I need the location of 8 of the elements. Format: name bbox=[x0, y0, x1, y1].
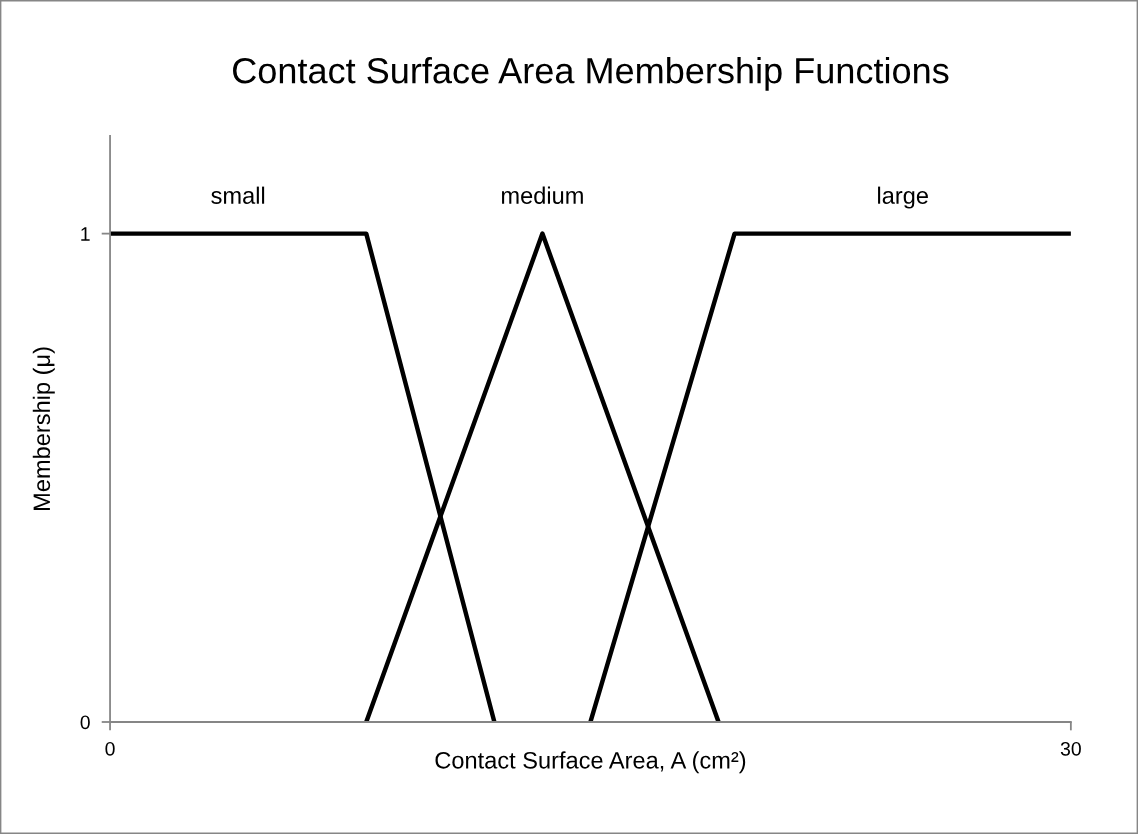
chart-title: Contact Surface Area Membership Functions bbox=[233, 56, 949, 91]
series-label: medium bbox=[501, 186, 583, 204]
series-label: large bbox=[878, 186, 928, 209]
y-tick-label: 1 bbox=[81, 227, 90, 241]
x-tick-label: 30 bbox=[1060, 741, 1081, 756]
x-axis-title: Contact Surface Area, A (cm²) bbox=[435, 751, 746, 774]
y-axis-title: Membership (μ) bbox=[32, 347, 55, 510]
series-label: small bbox=[211, 186, 265, 204]
